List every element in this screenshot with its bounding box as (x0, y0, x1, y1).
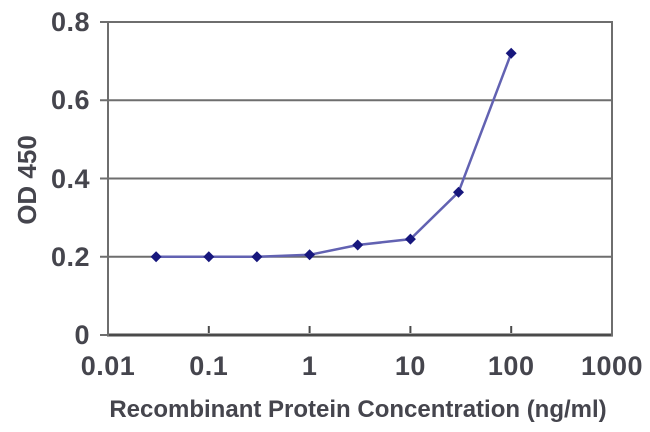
y-tick-label: 0 (74, 320, 90, 350)
data-point-marker (404, 233, 416, 245)
data-point-marker (150, 251, 162, 263)
data-point-marker (352, 239, 364, 251)
y-tick-label: 0.4 (50, 163, 90, 194)
data-point-marker (505, 47, 517, 59)
y-tick-label: 0.2 (50, 241, 90, 272)
data-point-marker (452, 186, 464, 198)
x-tick-label: 0.1 (189, 351, 229, 381)
y-tick-label: 0.8 (50, 7, 90, 37)
data-point-marker (203, 251, 215, 263)
x-tick-label: 100 (487, 351, 535, 381)
x-tick-label: 1000 (580, 351, 644, 381)
x-tick-label: 1 (301, 351, 318, 381)
data-point-marker (304, 249, 316, 261)
x-axis-title: Recombinant Protein Concentration (ng/ml… (109, 396, 607, 423)
x-tick-label: 0.01 (80, 351, 136, 381)
data-point-marker (251, 251, 263, 263)
y-tick-label: 0.6 (50, 85, 90, 116)
x-tick-label: 10 (394, 351, 426, 381)
series-line (156, 52, 513, 258)
